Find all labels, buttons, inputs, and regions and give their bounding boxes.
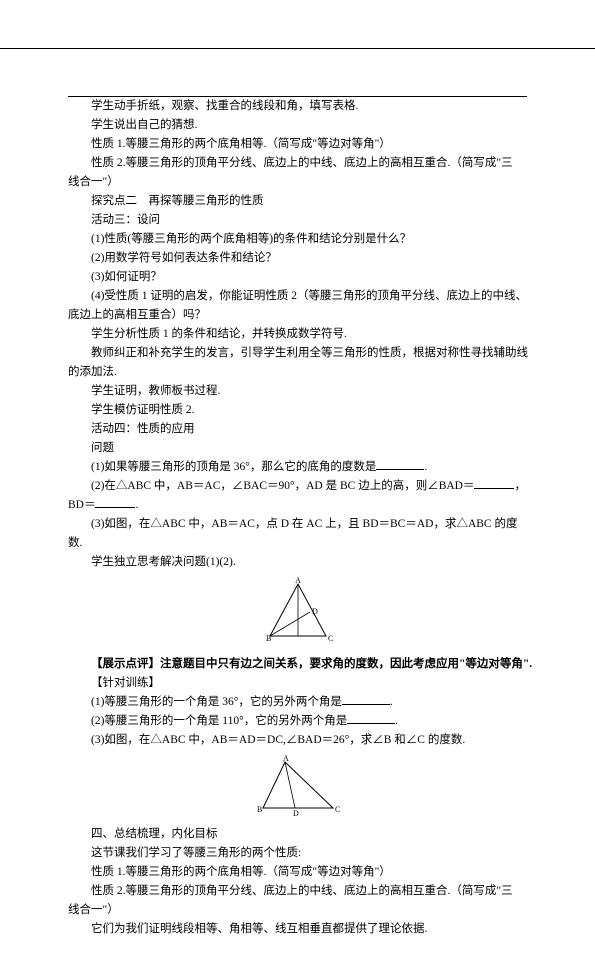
blank-field[interactable] [95, 496, 135, 508]
text-line: 这节课我们学习了等腰三角形的两个性质: [68, 844, 527, 863]
text-line: (3)如图，在△ABC 中，AB＝AD＝DC,∠BAD＝26°，求∠B 和∠C … [68, 731, 527, 750]
fill-blank-line: (2)等腰三角形的一个角是 110°，它的另外两个角是. [68, 712, 527, 731]
vertex-label: B [257, 805, 262, 814]
text-span: . [135, 499, 138, 511]
vertex-label: D [293, 809, 299, 816]
text-line: 的添加法. [68, 363, 527, 382]
text-line: 探究点二 再探等腰三角形的性质 [68, 192, 527, 211]
text-span: (1)如果等腰三角形的顶角是 36°，那么它的底角的度数是 [91, 461, 376, 473]
text-line: (1)性质(等腰三角形的两个底角相等)的条件和结论分别是什么？ [68, 230, 527, 249]
fill-blank-line: (1)如果等腰三角形的顶角是 36°，那么它的底角的度数是. [68, 458, 527, 477]
triangle-figure-2: A B C D [68, 750, 527, 825]
text-span: . [395, 715, 398, 727]
text-line: 问题 [68, 439, 527, 458]
vertex-label: C [328, 634, 333, 643]
fill-blank-line: (2)在△ABC 中，AB＝AC，∠BAC＝90°，AD 是 BC 边上的高，则… [68, 477, 527, 496]
page-content: 学生动手折纸，观察、找重合的线段和角，填写表格. 学生说出自己的猜想. 性质 1… [0, 48, 595, 979]
text-line: 活动三：设问 [68, 211, 527, 230]
blank-field[interactable] [347, 712, 395, 724]
text-line: 性质 2.等腰三角形的顶角平分线、底边上的中线、底边上的高相互重合.（简写成"三 [68, 882, 527, 901]
vertex-label: C [335, 805, 340, 814]
highlight-line: 【展示点评】注意题目中只有边之间关系，要求角的度数，因此考虑应用"等边对等角". [68, 655, 527, 674]
text-span: BD＝ [68, 499, 95, 511]
text-line: (4)受性质 1 证明的启发，你能证明性质 2（等腰三角形的顶角平分线、底边上的… [68, 287, 527, 306]
text-line: (3)如何证明？ [68, 268, 527, 287]
text-span: (1)等腰三角形的一个角是 36°，它的另外两个角是 [91, 696, 342, 708]
text-span: . [390, 696, 393, 708]
text-line: 它们为我们证明线段相等、角相等、线互相垂直都提供了理论依据. [68, 920, 527, 939]
blank-field[interactable] [342, 693, 390, 705]
vertex-label: A [283, 754, 289, 763]
text-line: 四、总结梳理，内化目标 [68, 825, 527, 844]
text-line: 【针对训练】 [68, 674, 527, 693]
vertex-label: B [266, 634, 271, 643]
vertex-label: A [295, 576, 301, 585]
text-line: 性质 2.等腰三角形的顶角平分线、底边上的中线、底边上的高相互重合.（简写成"三 [68, 154, 527, 173]
fill-blank-line: BD＝. [68, 496, 527, 515]
triangle-shape [263, 762, 333, 808]
text-line: 学生说出自己的猜想. [68, 116, 527, 135]
text-line: 学生独立思考解决问题(1)(2). [68, 553, 527, 572]
triangle-figure-1: A B C D [68, 572, 527, 655]
text-span: ， [514, 480, 526, 492]
text-line: 底边上的高相互重合）吗？ [68, 306, 527, 325]
blank-field[interactable] [376, 458, 424, 470]
text-span: . [424, 461, 427, 473]
text-line: 线合一"） [68, 901, 527, 920]
text-line: 线合一"） [68, 173, 527, 192]
blank-field[interactable] [474, 477, 514, 489]
text-line: 活动四：性质的应用 [68, 420, 527, 439]
text-line: 数. [68, 534, 527, 553]
text-line: 性质 1.等腰三角形的两个底角相等.（简写成"等边对等角"） [68, 135, 527, 154]
text-line: 学生模仿证明性质 2. [68, 401, 527, 420]
text-line: 学生动手折纸，观察、找重合的线段和角，填写表格. [68, 97, 527, 116]
fill-blank-line: (1)等腰三角形的一个角是 36°，它的另外两个角是. [68, 693, 527, 712]
top-rule [68, 96, 527, 97]
text-line: 学生分析性质 1 的条件和结论，并转换成数学符号. [68, 325, 527, 344]
text-span: (2)等腰三角形的一个角是 110°，它的另外两个角是 [91, 715, 347, 727]
text-line: 性质 1.等腰三角形的两个底角相等.（简写成"等边对等角"） [68, 863, 527, 882]
text-span: (2)在△ABC 中，AB＝AC，∠BAC＝90°，AD 是 BC 边上的高，则… [91, 480, 474, 492]
text-line: 教师纠正和补充学生的发言，引导学生利用全等三角形的性质，根据对称性寻找辅助线 [68, 344, 527, 363]
text-line: (3)如图，在△ABC 中，AB＝AC，点 D 在 AC 上，且 BD＝BC＝A… [68, 515, 527, 534]
vertex-label: D [312, 607, 318, 616]
triangle-line [285, 762, 295, 808]
text-line: 学生证明，教师板书过程. [68, 382, 527, 401]
text-line: (2)用数学符号如何表达条件和结论？ [68, 249, 527, 268]
